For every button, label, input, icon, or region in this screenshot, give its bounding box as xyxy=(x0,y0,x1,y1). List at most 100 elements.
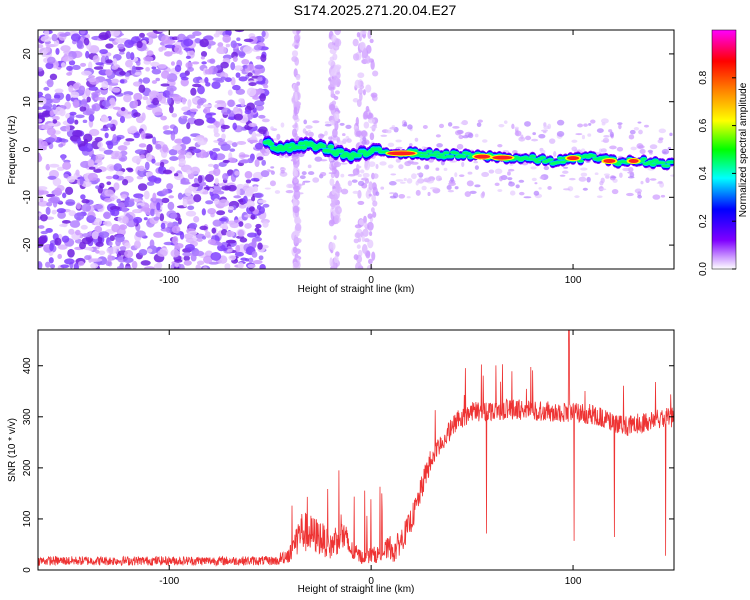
noise-blob xyxy=(174,138,184,144)
streak-blob xyxy=(369,38,374,44)
streak-blob xyxy=(335,251,340,257)
noise-blob xyxy=(38,106,44,111)
noise-blob xyxy=(151,80,158,84)
noise-blob xyxy=(199,38,209,48)
track-speckle xyxy=(280,122,285,128)
snr-ytick-label: 0 xyxy=(22,567,33,573)
track-speckle xyxy=(467,171,473,175)
track-speckle xyxy=(454,186,459,190)
noise-blob xyxy=(212,147,221,152)
colorbar-tick-label: 0.4 xyxy=(698,166,709,180)
noise-blob xyxy=(120,194,128,199)
spectrogram-ytick-label: -20 xyxy=(22,237,33,252)
noise-blob xyxy=(51,33,58,42)
track-speckle xyxy=(280,169,285,174)
noise-blob xyxy=(66,65,74,71)
noise-blob xyxy=(197,175,203,184)
noise-blob xyxy=(246,232,257,238)
track-speckle xyxy=(630,146,637,151)
noise-blob xyxy=(245,200,255,208)
noise-blob xyxy=(174,242,184,249)
snr-ytick-label: 400 xyxy=(22,357,33,374)
noise-blob xyxy=(111,209,120,217)
noise-blob xyxy=(261,30,266,38)
noise-blob xyxy=(153,177,162,184)
noise-blob xyxy=(133,132,140,139)
noise-blob xyxy=(169,156,179,161)
noise-blob xyxy=(38,235,48,244)
noise-blob xyxy=(81,70,92,76)
noise-blob xyxy=(190,113,195,118)
track-speckle xyxy=(367,118,376,124)
noise-blob xyxy=(192,148,202,154)
noise-blob xyxy=(189,108,199,113)
noise-blob xyxy=(252,259,263,265)
track-speckle xyxy=(594,172,599,176)
noise-blob xyxy=(142,77,151,84)
noise-blob xyxy=(46,127,56,136)
track-speckle xyxy=(307,171,315,176)
noise-blob xyxy=(238,159,250,164)
track-speckle xyxy=(312,120,320,124)
track-speckle xyxy=(458,134,464,140)
noise-blob xyxy=(167,201,175,211)
noise-blob xyxy=(66,72,72,76)
noise-blob xyxy=(40,214,48,222)
noise-blob xyxy=(254,159,260,167)
noise-blob xyxy=(110,30,121,37)
noise-blob xyxy=(91,104,97,111)
track-speckle xyxy=(600,177,605,184)
noise-blob xyxy=(247,263,256,268)
noise-blob xyxy=(123,141,131,146)
noise-blob xyxy=(88,77,97,83)
noise-blob xyxy=(216,242,223,247)
noise-blob xyxy=(242,65,249,69)
noise-blob xyxy=(65,186,74,196)
streak-blob xyxy=(334,38,342,47)
noise-blob xyxy=(129,52,135,61)
noise-blob xyxy=(82,110,94,116)
noise-blob xyxy=(98,231,110,238)
noise-blob xyxy=(80,224,88,230)
noise-blob xyxy=(247,63,255,72)
noise-blob xyxy=(139,32,145,38)
track-speckle xyxy=(319,159,328,162)
noise-blob xyxy=(177,149,186,156)
noise-blob xyxy=(209,151,218,161)
noise-blob xyxy=(233,113,243,121)
track-speckle xyxy=(312,177,320,183)
noise-blob xyxy=(61,219,71,224)
track-speckle xyxy=(307,131,314,138)
noise-blob xyxy=(137,183,148,191)
track-speckle xyxy=(375,191,380,197)
noise-blob xyxy=(180,76,189,81)
signal-track-cell xyxy=(433,151,441,154)
track-speckle xyxy=(626,192,634,197)
noise-blob xyxy=(202,266,208,269)
streak-blob xyxy=(367,213,373,219)
noise-blob xyxy=(49,73,58,81)
noise-blob xyxy=(234,251,244,257)
track-speckle xyxy=(264,187,272,190)
track-speckle xyxy=(638,129,643,135)
noise-blob xyxy=(196,104,201,109)
noise-blob xyxy=(235,88,246,95)
track-speckle xyxy=(556,119,565,126)
track-speckle xyxy=(421,185,427,191)
noise-blob xyxy=(255,223,262,229)
signal-track-cell xyxy=(288,143,296,147)
track-speckle xyxy=(291,153,299,157)
track-speckle xyxy=(301,171,307,176)
noise-blob xyxy=(233,219,241,223)
streak-blob xyxy=(369,132,375,141)
signal-track-cell xyxy=(447,155,455,158)
track-speckle xyxy=(389,195,397,199)
noise-blob xyxy=(255,55,262,60)
noise-blob xyxy=(155,143,162,150)
streak-blob xyxy=(329,56,335,62)
noise-blob xyxy=(206,117,216,124)
track-speckle xyxy=(658,128,667,134)
track-speckle xyxy=(596,128,604,134)
track-speckle xyxy=(422,124,428,129)
